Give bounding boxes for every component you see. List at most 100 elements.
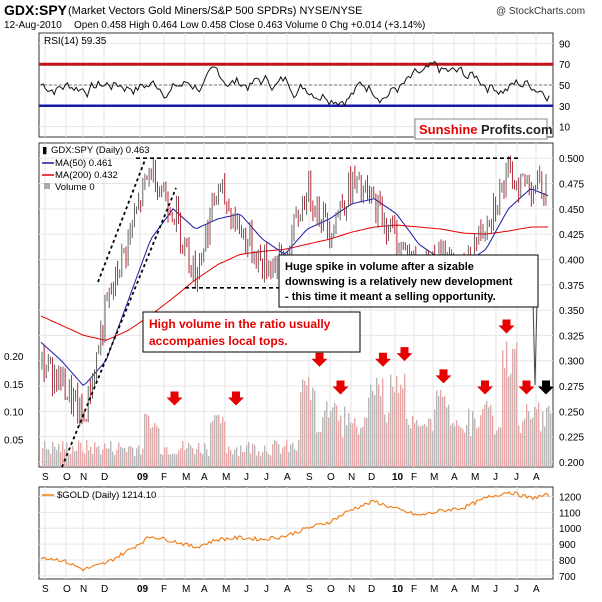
main-x-tick: D xyxy=(101,472,108,483)
rsi-level-label: 10 xyxy=(559,123,571,134)
volume-bar xyxy=(358,434,360,467)
volume-bar xyxy=(406,418,408,467)
main-x-tick: S xyxy=(306,472,313,483)
volume-peak-arrow xyxy=(166,391,183,406)
volume-bar xyxy=(290,444,292,467)
volume-bar xyxy=(332,407,334,467)
volume-bar xyxy=(124,447,126,467)
volume-bar xyxy=(408,424,410,467)
volume-peak-arrow xyxy=(477,380,493,395)
price-tick-label: 0.325 xyxy=(559,331,584,342)
gold-tick-label: 1200 xyxy=(559,493,582,504)
volume-bar xyxy=(76,450,78,467)
volume-bar xyxy=(310,399,312,467)
volume-bar xyxy=(534,406,536,467)
volume-bar xyxy=(354,418,356,467)
gold-x-tick: N xyxy=(348,584,355,595)
volume-bar xyxy=(146,414,148,467)
volume-bar xyxy=(162,454,164,467)
volume-tick-label: 0.10 xyxy=(4,408,24,419)
header-symbol: GDX:SPY xyxy=(4,2,68,18)
volume-bar xyxy=(126,451,128,467)
volume-bar xyxy=(140,454,142,467)
volume-bar xyxy=(460,427,462,467)
gold-x-tick: 09 xyxy=(137,584,149,595)
gold-x-tick: J xyxy=(244,584,249,595)
volume-bar xyxy=(200,452,202,467)
volume-bar xyxy=(450,425,452,467)
volume-bar xyxy=(452,423,454,467)
volume-bar xyxy=(402,388,404,467)
volume-bar xyxy=(304,381,306,467)
volume-tick-label: 0.15 xyxy=(4,380,24,391)
volume-bar xyxy=(378,384,380,467)
volume-bar xyxy=(74,451,76,467)
volume-bar xyxy=(70,453,72,467)
volume-bar xyxy=(400,384,402,467)
header-date: 12-Aug-2010 xyxy=(4,20,62,31)
price-panel: 0.500 0.475 0.450 0.425 0.400 0.375 0.350 0.325… xyxy=(4,118,584,483)
volume-bar xyxy=(276,441,278,467)
volume-bar xyxy=(514,349,516,467)
volume-bar xyxy=(438,395,440,467)
volume-bar xyxy=(520,433,522,467)
volume-bar xyxy=(478,426,480,467)
volume-bar xyxy=(494,434,496,467)
volume-bar xyxy=(344,406,346,467)
main-x-tick: D xyxy=(368,472,375,483)
volume-bar xyxy=(182,441,184,467)
volume-bar xyxy=(112,451,114,467)
volume-bar xyxy=(456,420,458,467)
main-x-tick: J xyxy=(514,472,519,483)
volume-tick-label: 0.05 xyxy=(4,435,24,446)
volume-bar xyxy=(296,450,298,467)
volume-bar xyxy=(530,419,532,467)
annotation-volume-line2: accompanies local tops. xyxy=(149,334,288,348)
volume-bar xyxy=(430,418,432,467)
gold-x-tick: M xyxy=(222,584,230,595)
volume-peak-arrow xyxy=(435,369,452,384)
volume-bar xyxy=(78,440,80,467)
volume-bar xyxy=(506,341,508,467)
main-x-tick: N xyxy=(80,472,87,483)
gold-x-tick: O xyxy=(327,584,335,595)
volume-bar xyxy=(212,420,214,467)
volume-bar xyxy=(218,414,220,467)
volume-bar xyxy=(348,412,350,467)
volume-bar xyxy=(548,405,550,467)
volume-bar xyxy=(482,408,484,467)
volume-bar xyxy=(254,445,256,467)
volume-bar xyxy=(188,442,190,467)
volume-bar xyxy=(160,453,162,467)
header-description: (Market Vectors Gold Miners/S&P 500 SPDR… xyxy=(68,5,362,17)
price-tick-label: 0.225 xyxy=(559,433,584,444)
annotation-spike-line1: Huge spike in volume after a sizable xyxy=(285,261,474,273)
gold-x-tick: A xyxy=(533,584,540,595)
volume-bar xyxy=(138,445,140,467)
volume-bar xyxy=(88,450,90,467)
rsi-level-label: 50 xyxy=(559,81,571,92)
legend-volume-swatch xyxy=(44,183,50,189)
gold-tick-label: 800 xyxy=(559,556,576,567)
volume-bar xyxy=(48,449,50,467)
volume-bar xyxy=(434,409,436,467)
volume-bar xyxy=(322,417,324,467)
rsi-line xyxy=(40,60,550,107)
volume-bar xyxy=(374,394,376,467)
volume-bar xyxy=(158,427,160,467)
main-x-tick: A xyxy=(201,472,208,483)
volume-bar xyxy=(394,392,396,467)
legend-ma50: MA(50) 0.461 xyxy=(55,158,113,169)
volume-bar xyxy=(130,446,132,467)
price-tick-label: 0.375 xyxy=(559,281,584,292)
volume-bar xyxy=(410,428,412,467)
legend-ma200: MA(200) 0.432 xyxy=(55,170,118,181)
volume-bar xyxy=(390,374,392,467)
volume-bar xyxy=(536,409,538,467)
volume-bar xyxy=(228,446,230,467)
volume-bar xyxy=(336,405,338,467)
volume-bar xyxy=(308,377,310,467)
volume-bar xyxy=(178,450,180,467)
trendline-upper xyxy=(97,159,146,283)
ma200-line xyxy=(40,224,548,341)
